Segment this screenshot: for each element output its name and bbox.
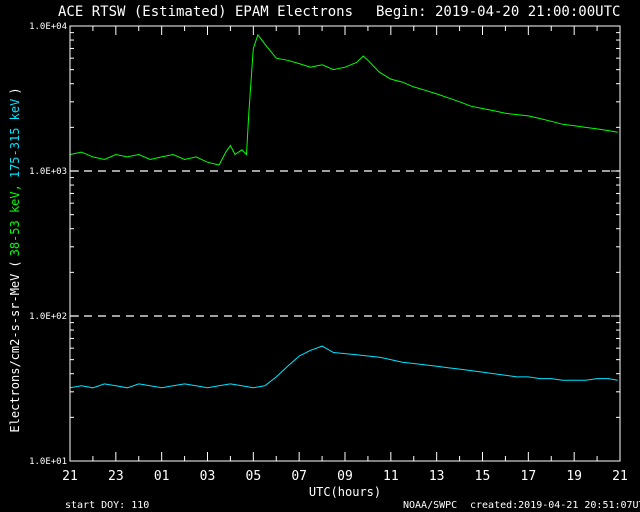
x-tick-label: 17 — [521, 469, 537, 484]
reference-lines — [70, 170, 620, 317]
x-tick-label: 15 — [475, 469, 491, 484]
y-axis-label-series-1: 38-53 keV, — [8, 184, 22, 256]
y-axis-label-series-2: 175-315 keV — [8, 99, 22, 178]
series-lines — [69, 33, 618, 389]
created-label: created:2019-04-21 20:51:07UTC — [470, 500, 640, 511]
x-tick-label: 01 — [154, 469, 170, 484]
start-doy-label: start DOY: 110 — [65, 500, 149, 511]
y-axis: 1.0E+01 1.0E+02 1.0E+03 1.0E+04 — [29, 22, 620, 467]
source-label: NOAA/SWPC — [403, 500, 457, 511]
series-line-2 — [69, 345, 618, 389]
series-line-1 — [69, 33, 618, 166]
chart-title: ACE RTSW (Estimated) EPAM Electrons — [58, 4, 353, 20]
x-tick-label: 21 — [62, 469, 78, 484]
x-tick-label: 07 — [291, 469, 307, 484]
y-tick-label: 1.0E+04 — [29, 22, 67, 32]
x-axis-label: UTC(hours) — [309, 485, 381, 499]
y-tick-label: 1.0E+01 — [29, 457, 67, 467]
x-tick-label: 11 — [383, 469, 399, 484]
x-tick-label: 13 — [429, 469, 445, 484]
y-axis-label-open: ( — [8, 260, 22, 267]
x-tick-label: 03 — [200, 469, 216, 484]
x-tick-label: 23 — [108, 469, 124, 484]
x-tick-label: 21 — [612, 469, 628, 484]
x-tick-label: 05 — [246, 469, 262, 484]
x-tick-label: 19 — [566, 469, 582, 484]
y-axis-label: Electrons/cm2-s-sr-MeV (38-53 keV, 175-315… — [8, 87, 22, 432]
y-axis-label-close: ) — [8, 87, 22, 94]
y-tick-label: 1.0E+03 — [29, 167, 67, 177]
x-tick-label: 09 — [337, 469, 353, 484]
x-axis: 21 23 01 03 05 07 09 11 13 15 17 19 21 — [62, 26, 628, 484]
begin-time-label: Begin: 2019-04-20 21:00:00UTC — [376, 4, 620, 20]
y-axis-label-prefix: Electrons/cm2-s-sr-MeV — [8, 274, 22, 433]
y-tick-label: 1.0E+02 — [29, 312, 67, 322]
